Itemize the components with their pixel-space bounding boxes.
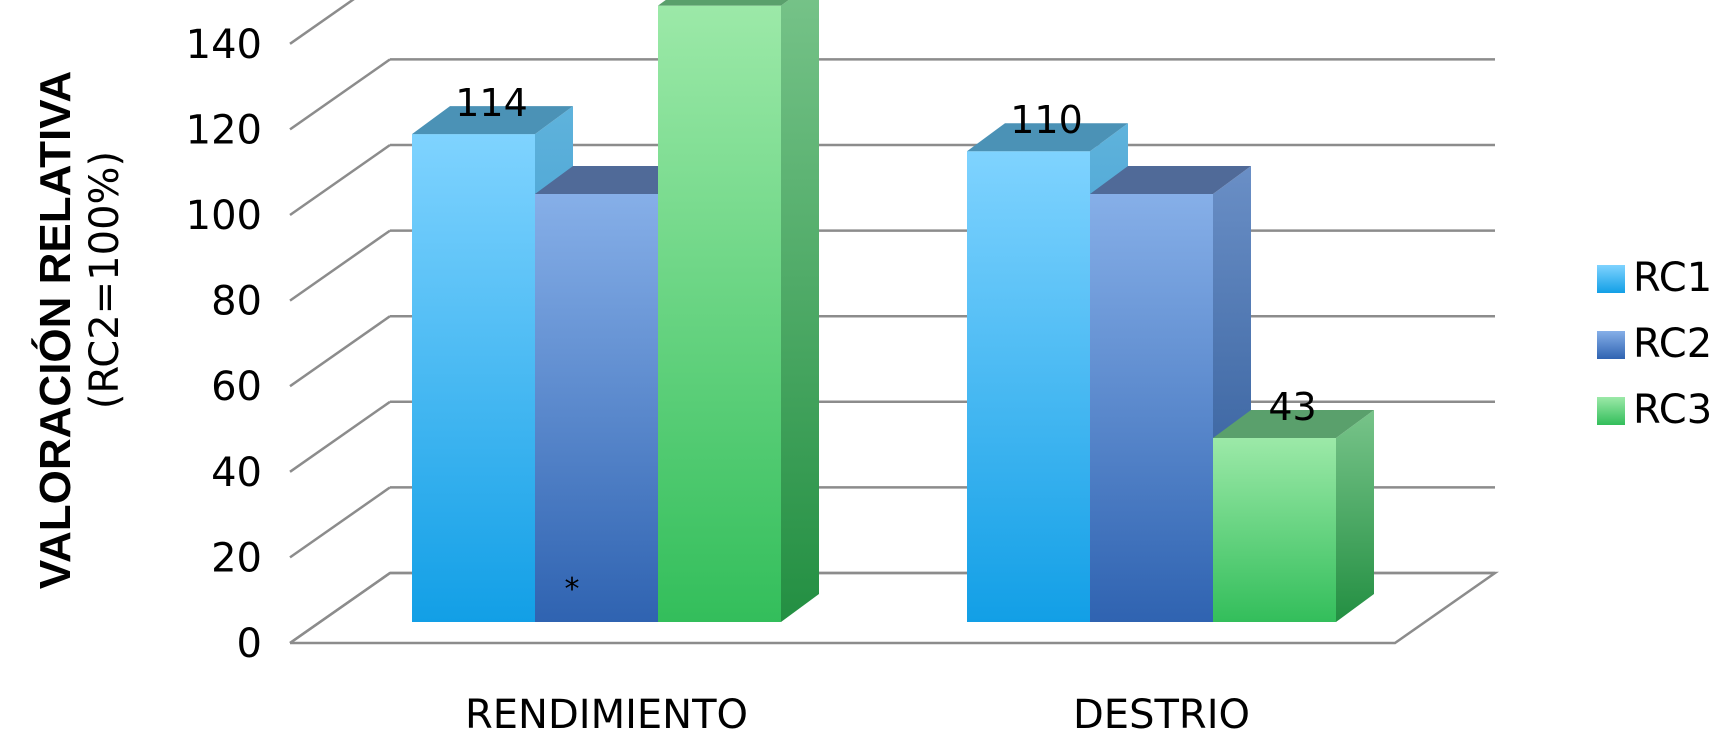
gridline-side <box>289 486 391 559</box>
legend-swatch-rc3 <box>1597 397 1625 425</box>
bar-top-rc3 <box>658 0 789 6</box>
gridline-side <box>289 315 391 388</box>
y-axis-title: VALORACIÓN RELATIVA (RC2=100%) <box>30 71 128 589</box>
y-tick-label: 20 <box>211 535 262 581</box>
bar-rc3-destrio <box>1213 437 1336 622</box>
data-labels: 11414411043 <box>455 81 1316 429</box>
bar-rc1-destrio <box>967 151 1090 622</box>
bar-top-rc3 <box>1213 409 1374 438</box>
legend-swatch-rc2 <box>1597 331 1625 359</box>
gridline-side <box>289 229 391 302</box>
y-tick-label: 80 <box>211 279 262 325</box>
y-axis-label: VALORACIÓN RELATIVA <box>30 71 80 589</box>
bar-rc3-rendimiento <box>658 5 781 623</box>
gridline-side <box>289 58 391 131</box>
y-tick-label: 120 <box>186 107 262 153</box>
data-label: 43 <box>1268 385 1316 429</box>
bar-rc1-rendimiento <box>412 134 535 622</box>
y-axis-sublabel: (RC2=100%) <box>82 151 128 409</box>
y-tick-label: 0 <box>237 621 262 667</box>
bar-top-rc2 <box>535 166 696 194</box>
category-label-destrio: DESTRIO <box>1073 692 1250 738</box>
legend-swatch-rc1 <box>1597 265 1625 293</box>
y-tick-label: 60 <box>211 364 262 410</box>
legend-label-rc2: RC2 <box>1633 321 1712 367</box>
bar-top-rc1 <box>412 106 573 135</box>
gridline-side <box>289 0 355 45</box>
category-label-rendimiento: RENDIMIENTO <box>465 692 748 738</box>
bar-top-rc1 <box>967 123 1128 152</box>
data-label: 114 <box>455 81 528 125</box>
legend: RC1 RC2 RC3 <box>1597 255 1712 433</box>
bars <box>412 0 1374 623</box>
category-labels: RENDIMIENTO DESTRIO <box>465 692 1250 738</box>
y-tick-label: 40 <box>211 450 262 496</box>
gridline-side <box>289 400 391 473</box>
legend-label-rc1: RC1 <box>1633 255 1712 301</box>
bar-side-rc3 <box>1336 409 1374 622</box>
y-tick-label: 100 <box>186 193 262 239</box>
legend-label-rc3: RC3 <box>1633 387 1712 433</box>
bar-top-rc2 <box>1090 166 1251 194</box>
floor <box>289 571 1499 645</box>
bar-rc2-destrio <box>1090 194 1213 622</box>
bar-side-rc3 <box>781 0 819 622</box>
y-axis-ticks: 020406080100120140160 <box>186 22 262 667</box>
y-tick-label: 140 <box>186 22 262 68</box>
gridline-side <box>289 143 391 217</box>
significance-asterisk: * <box>565 572 580 607</box>
data-label: 110 <box>1010 98 1083 142</box>
bar-rc2-rendimiento <box>535 194 658 622</box>
